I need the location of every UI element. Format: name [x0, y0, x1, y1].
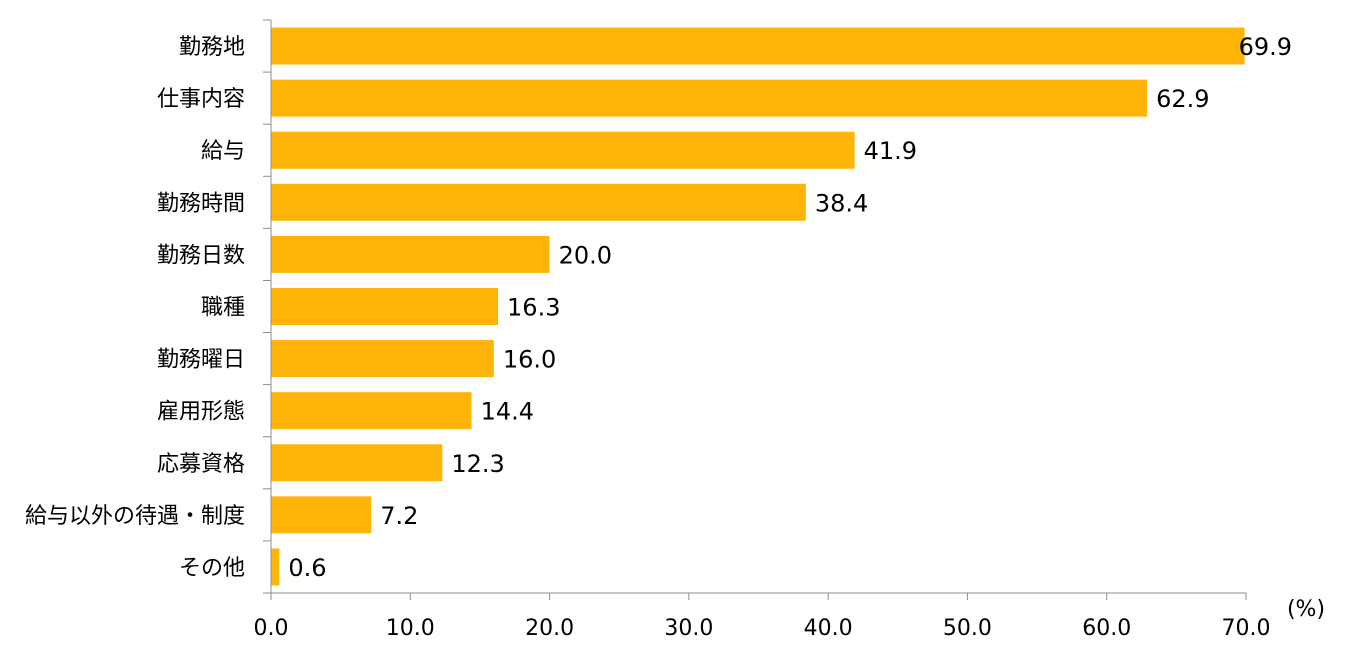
bar-9: [271, 496, 372, 534]
category-label-1: 仕事内容: [157, 87, 245, 112]
value-label-4: 20.0: [559, 241, 612, 269]
bar-6: [271, 340, 494, 378]
bar-1: [271, 79, 1148, 117]
value-label-3: 38.4: [815, 189, 868, 217]
category-label-10: その他: [179, 556, 245, 581]
category-label-7: 雇用形態: [157, 400, 245, 425]
bar-10: [271, 548, 280, 586]
category-label-5: 職種: [201, 296, 245, 321]
value-label-7: 14.4: [481, 398, 534, 426]
x-tick-label-5: 50.0: [943, 616, 992, 641]
x-tick-label-1: 10.0: [386, 616, 435, 641]
category-label-6: 勤務曜日: [157, 348, 245, 373]
x-axis-unit: (%): [1287, 597, 1325, 622]
x-tick-label-4: 40.0: [804, 616, 853, 641]
bar-7: [271, 392, 472, 430]
value-label-6: 16.0: [503, 346, 556, 374]
x-tick-label-0: 0.0: [254, 616, 289, 641]
category-label-9: 給与以外の待遇・制度: [25, 504, 245, 529]
value-label-2: 41.9: [864, 137, 917, 165]
category-label-2: 給与: [201, 139, 245, 164]
value-label-5: 16.3: [507, 294, 560, 322]
x-tick-label-2: 20.0: [525, 616, 574, 641]
value-label-0: 69.9: [1239, 33, 1292, 61]
value-labels: 69.9 62.9 41.9 38.4 20.0 16.3 16.0 14.4 12.3 7.2 0…: [288, 33, 1292, 582]
category-label-8: 応募資格: [157, 452, 245, 477]
bar-0: [271, 27, 1245, 65]
value-label-1: 62.9: [1156, 85, 1209, 113]
value-label-8: 12.3: [451, 450, 504, 478]
category-label-3: 勤務時間: [157, 191, 245, 216]
bar-5: [271, 288, 499, 325]
category-label-0: 勤務地: [179, 35, 245, 60]
bar-3: [271, 183, 806, 221]
bar-8: [271, 444, 443, 482]
axes-group: [263, 19, 1246, 594]
bar-4: [271, 235, 550, 273]
value-label-9: 7.2: [380, 502, 418, 530]
category-labels: 勤務地仕事内容給与勤務時間勤務日数職種勤務曜日雇用形態応募資格給与以外の待遇・制…: [25, 35, 245, 581]
x-axis-ticks: 0.0 10.0 20.0 30.0 40.0 50.0 60.0 70.0: [254, 593, 1271, 641]
x-tick-label-7: 70.0: [1222, 616, 1271, 641]
value-label-10: 0.6: [288, 554, 326, 582]
x-tick-label-6: 60.0: [1082, 616, 1131, 641]
category-label-4: 勤務日数: [157, 243, 245, 268]
bar-2: [271, 131, 855, 169]
x-tick-label-3: 30.0: [664, 616, 713, 641]
bars-group: [271, 27, 1245, 586]
